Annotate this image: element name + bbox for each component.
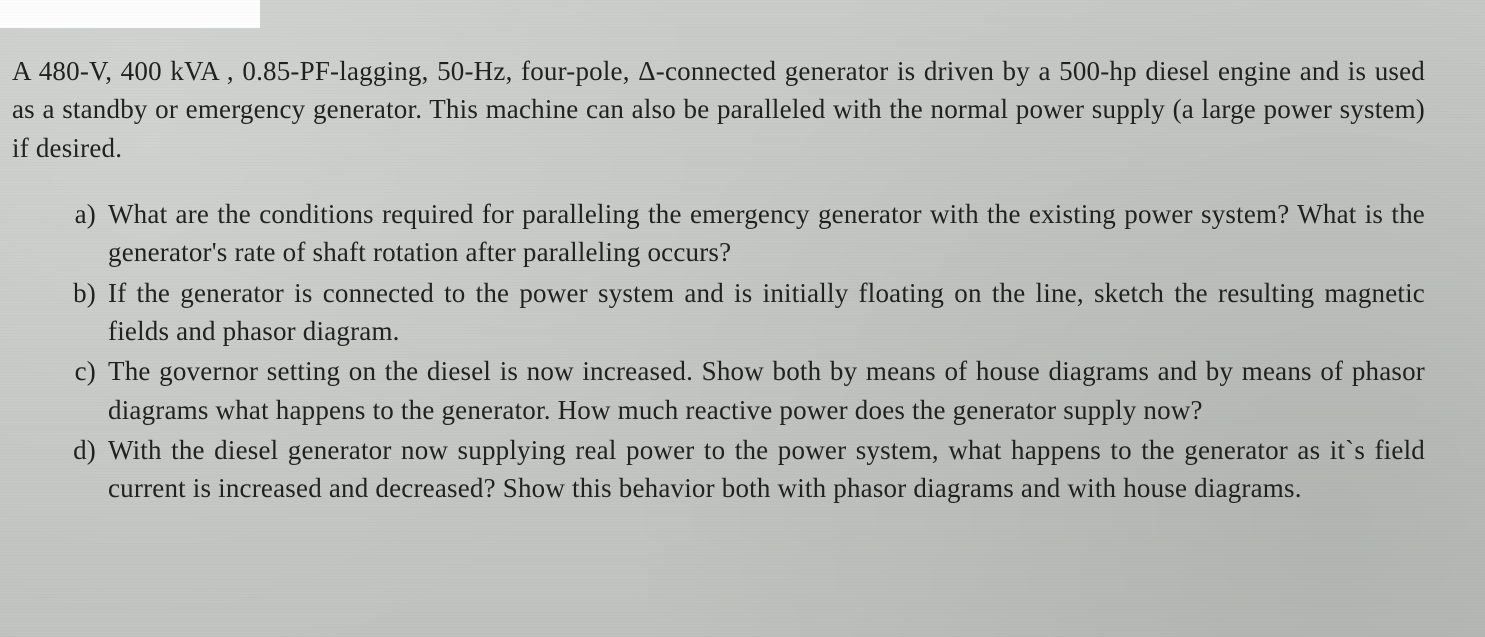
item-text: The governor setting on the diesel is no… [108,356,1425,424]
question-item-d: d) With the diesel generator now supplyi… [108,431,1425,508]
item-marker: d) [56,431,96,469]
item-text: With the diesel generator now supplying … [108,435,1425,503]
redaction-block [0,0,260,28]
question-list: a) What are the conditions required for … [12,195,1425,508]
item-marker: c) [56,352,96,390]
item-marker: b) [56,274,96,312]
question-item-c: c) The governor setting on the diesel is… [108,352,1425,429]
question-item-b: b) If the generator is connected to the … [108,274,1425,351]
item-marker: a) [56,195,96,233]
page: A 480-V, 400 kVA , 0.85-PF-lagging, 50-H… [0,0,1485,637]
item-text: What are the conditions required for par… [108,199,1425,267]
item-text: If the generator is connected to the pow… [108,278,1425,346]
question-item-a: a) What are the conditions required for … [108,195,1425,272]
problem-intro: A 480-V, 400 kVA , 0.85-PF-lagging, 50-H… [12,52,1425,167]
